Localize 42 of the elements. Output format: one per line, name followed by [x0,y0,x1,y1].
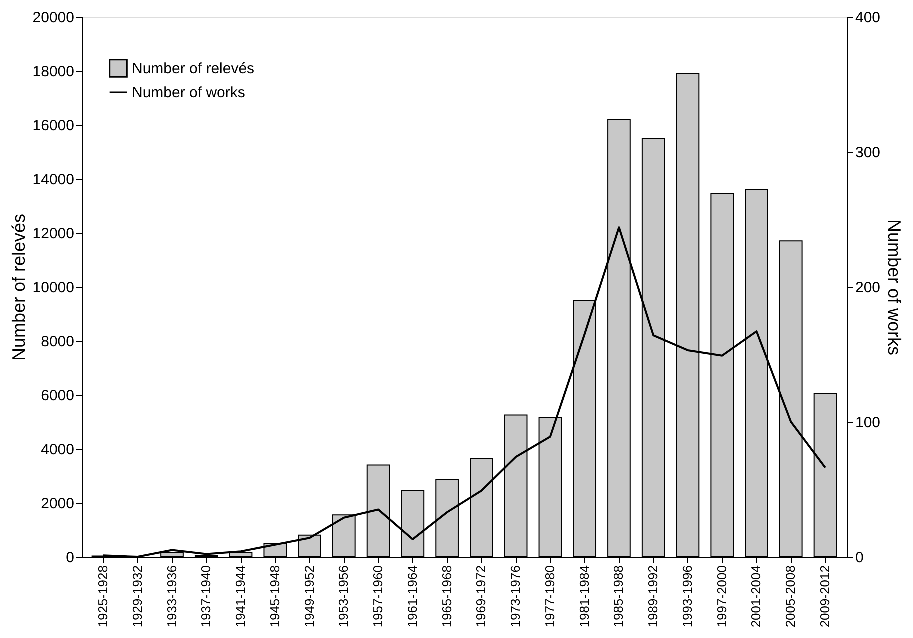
y-tick-label: 20000 [32,10,74,26]
y-tick-label: 2000 [41,496,74,512]
y-tick-label: 18000 [32,64,74,80]
x-tick-label: 1977-1980 [542,566,558,628]
y-tick-label: 4000 [41,442,74,458]
x-tick-label: 1989-1992 [646,566,661,628]
x-tick-label: 2001-2004 [748,566,764,628]
y-tick-label: 12000 [32,226,74,242]
x-tick-label: 1929-1932 [130,566,145,628]
x-tick-label: 1925-1928 [95,566,110,628]
x-tick-label: 1997-2000 [714,566,730,628]
y-tick-label: 8000 [41,334,74,350]
y-tick-label: 10000 [32,280,74,296]
x-tick-label: 2009-2012 [818,566,833,628]
y2-tick-label: 200 [856,280,881,296]
x-tick-label: 1953-1956 [336,566,352,628]
legend-label: Number of works [132,84,246,102]
x-tick-label: 1965-1968 [439,566,454,628]
x-tick-label: 1949-1952 [302,566,317,628]
x-tick-label: 1981-1984 [576,566,592,628]
y-tick-label: 0 [66,550,74,566]
legend-label: Number of relevés [132,60,255,78]
y-axis-title: Number of relevés [8,214,29,362]
y-tick-label: 6000 [41,388,74,404]
x-tick-label: 1941-1944 [233,566,248,628]
x-tick-label: 2005-2008 [783,566,798,628]
x-tick-label: 1933-1936 [164,566,180,628]
x-tick-label: 1945-1948 [267,566,282,628]
y2-tick-label: 100 [856,414,881,432]
y-tick-label: 14000 [32,172,74,188]
x-tick-label: 1961-1964 [404,566,420,628]
x-tick-label: 1973-1976 [508,566,524,628]
x-tick-label: 1969-1972 [474,566,489,628]
x-tick-label: 1985-1988 [611,566,626,628]
y2-axis-title: Number of works [884,219,905,356]
y2-tick-label: 0 [856,550,864,566]
x-tick-label: 1957-1960 [370,566,386,628]
x-tick-label: 1937-1940 [198,566,214,628]
y-tick-label: 16000 [32,118,74,134]
y2-tick-label: 300 [856,144,881,162]
x-tick-label: 1993-1996 [680,566,695,628]
y2-tick-label: 400 [856,10,881,26]
